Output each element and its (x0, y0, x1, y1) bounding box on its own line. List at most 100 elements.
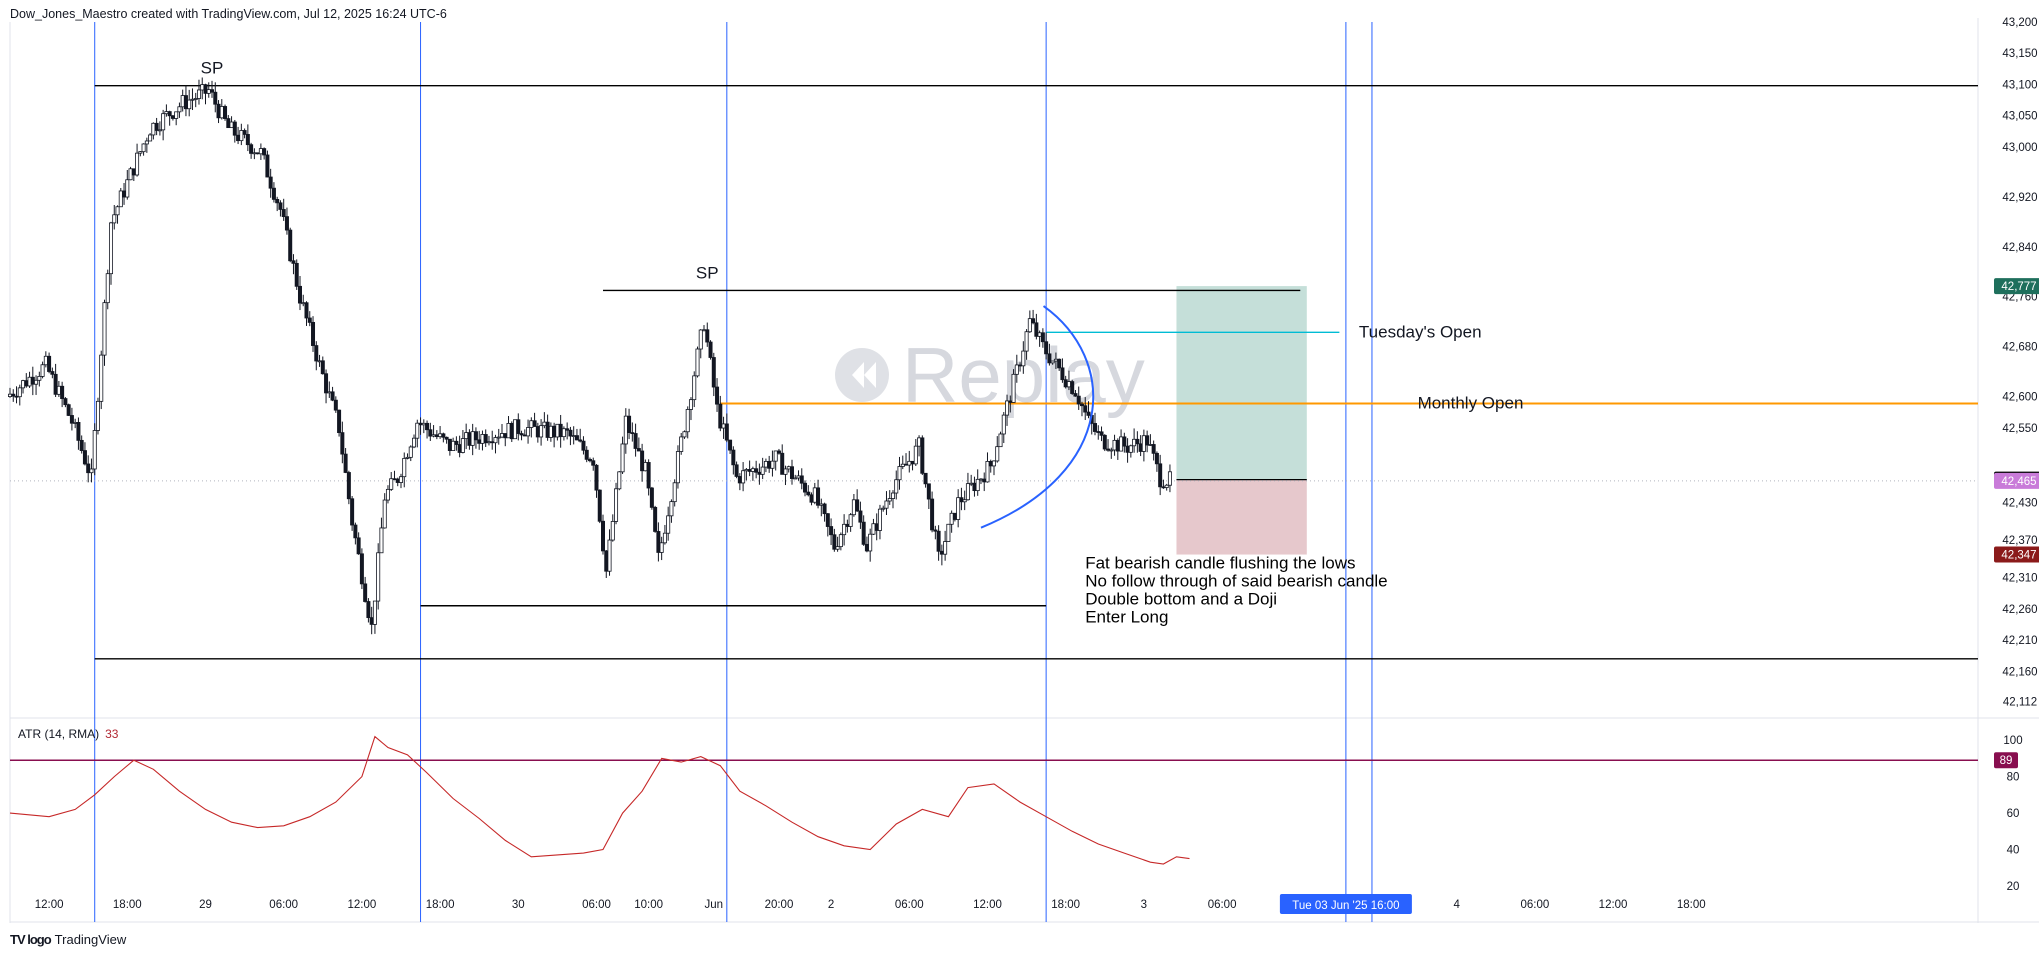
candle-body (431, 434, 436, 437)
candle-body (675, 451, 680, 484)
annotation-line: Fat bearish candle flushing the lows (1085, 553, 1355, 572)
candle-body (314, 345, 319, 362)
candle-body (193, 98, 198, 100)
candle-body (923, 472, 928, 485)
candle-body (522, 434, 527, 437)
candle-body (30, 376, 35, 385)
candle-body (304, 302, 309, 319)
candle-body (359, 553, 364, 585)
candle-body (868, 533, 873, 552)
candle-body (262, 148, 267, 156)
candle-body (568, 429, 573, 437)
candle-body (412, 437, 417, 448)
candle-body (1037, 332, 1042, 337)
candle-body (1128, 445, 1133, 453)
candle-body (395, 478, 400, 483)
tradingview-brand[interactable]: TV logo TradingView (10, 932, 126, 947)
candle-body (363, 583, 368, 602)
candle-body (1066, 381, 1071, 388)
candle-body (242, 130, 247, 135)
candle-body (320, 360, 325, 375)
candle-body (894, 479, 899, 494)
candle-body (1005, 400, 1010, 416)
price-tick-label: 42,260 (2002, 604, 2037, 616)
candle-body (454, 440, 459, 445)
candle-body (737, 476, 742, 484)
candle-body (920, 437, 925, 474)
atr-level-badge-label: 89 (2000, 755, 2013, 767)
price-badge-label: 42,465 (2001, 476, 2036, 488)
candle-body (239, 130, 244, 142)
candle-body (972, 482, 977, 492)
replay-icon (852, 362, 876, 388)
horizontal-levels[interactable]: SP SP Tuesday's Open Monthly Open (94, 59, 1978, 660)
price-tick-label: 42,550 (2002, 423, 2037, 435)
candle-body (705, 329, 710, 343)
candle-body (1060, 367, 1065, 381)
candle-body (1076, 395, 1081, 405)
candle-body (1119, 436, 1124, 452)
candle-body (1164, 484, 1169, 488)
candle-body (969, 482, 974, 485)
candle-body (317, 360, 322, 363)
candle-body (447, 438, 452, 451)
candle-body (438, 433, 443, 438)
candle-body (604, 550, 609, 572)
candle-body (1102, 434, 1107, 450)
candle-body (206, 89, 211, 94)
candle-body (122, 190, 127, 198)
time-cursor-label: Tue 03 Jun '25 16:00 (1292, 900, 1399, 912)
candle-body (499, 433, 504, 438)
candle-body (180, 95, 185, 108)
candle-body (571, 435, 576, 438)
rejection-curve[interactable] (980, 305, 1095, 529)
candle-body (627, 415, 632, 434)
atr-legend-name: ATR (14, RMA) (18, 727, 100, 741)
time-tick-label: Jun (705, 899, 724, 911)
atr-legend[interactable]: ATR (14, RMA) 33 (18, 727, 118, 741)
candle-body (356, 537, 361, 555)
candle-body (69, 415, 74, 424)
time-tick-label: 20:00 (765, 899, 794, 911)
candle-body (653, 506, 658, 532)
candle-body (284, 216, 289, 231)
candle-body (649, 487, 654, 508)
candle-body (630, 432, 635, 435)
candle-body (509, 423, 514, 440)
time-axis[interactable]: 12:00 18:00 29 06:00 12:00 18:00 30 06:00 10:00 J… (35, 894, 1706, 914)
candle-body (754, 468, 759, 473)
candle-body (229, 121, 234, 129)
price-axis[interactable]: 43,200 43,150 43,100 43,050 43,000 42,920 42,8… (1994, 17, 2039, 893)
candle-body (783, 468, 788, 475)
swing-high-1-label: SP (201, 59, 224, 78)
candle-body (812, 487, 817, 503)
candle-body (939, 550, 944, 555)
candle-body (1079, 403, 1084, 407)
candle-body (1063, 379, 1068, 388)
candle-body (835, 546, 840, 550)
annotation-line: No follow through of said bearish candle (1085, 571, 1387, 590)
candle-body (581, 440, 586, 451)
candle-body (470, 431, 475, 446)
candle-body (34, 379, 39, 385)
candle-body (1044, 341, 1049, 355)
candle-body (125, 179, 130, 198)
candle-body (291, 260, 296, 264)
candle-body (724, 423, 729, 441)
candle-body (799, 475, 804, 484)
candle-body (770, 460, 775, 469)
candle-body (561, 428, 566, 438)
candle-body (1014, 364, 1019, 375)
long-position-tool[interactable] (10, 286, 1978, 555)
candle-body (63, 398, 68, 406)
candle-body (236, 134, 241, 142)
candle-body (369, 617, 374, 625)
candle-body (952, 512, 957, 520)
candle-body (157, 129, 162, 132)
atr-line (9, 735, 1190, 865)
candle-body (109, 222, 114, 275)
candle-body (1151, 444, 1156, 454)
candle-body (1086, 411, 1091, 416)
